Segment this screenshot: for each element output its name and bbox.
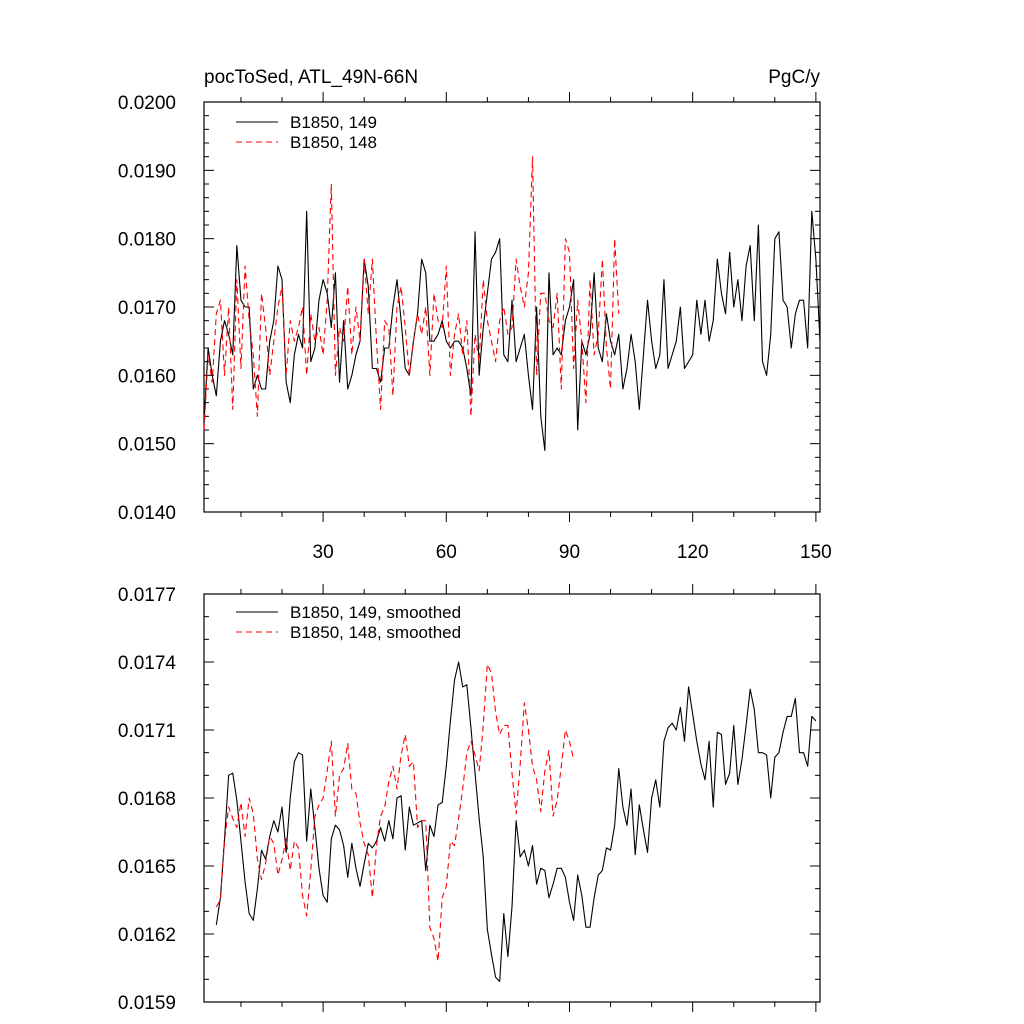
y-tick-label: 0.0177 xyxy=(118,585,176,606)
series-line-1 xyxy=(215,661,817,983)
series-line-1 xyxy=(203,210,821,452)
y-tick-label: 0.0160 xyxy=(118,366,176,387)
y-tick-label: 0.0170 xyxy=(118,298,176,319)
legend-label-2: B1850, 148, smoothed xyxy=(290,623,461,642)
plot-frame xyxy=(203,593,821,1003)
legend-label-1: B1850, 149 xyxy=(290,113,377,132)
y-tick-label: 0.0174 xyxy=(118,653,177,674)
y-tick-label: 0.0180 xyxy=(118,230,176,251)
x-tick-label: 90 xyxy=(559,542,580,563)
y-tick-label: 0.0171 xyxy=(118,721,176,742)
y-tick-label: 0.0165 xyxy=(118,857,176,878)
x-tick-label: 150 xyxy=(800,542,832,563)
top-panel: 30 60 90 120 150 0.0140 0.0150 0.0160 0.0170 0.01… xyxy=(118,92,832,563)
y-tick-label: 0.0200 xyxy=(118,93,176,114)
x-tick-label: 120 xyxy=(677,542,709,563)
x-tick-label: 30 xyxy=(313,542,334,563)
title-left: pocToSed, ATL_49N-66N xyxy=(204,67,418,88)
y-tick-label: 0.0190 xyxy=(118,161,176,182)
series-line-2 xyxy=(215,663,575,962)
y-tick-label: 0.0159 xyxy=(118,993,176,1014)
x-tick-label: 60 xyxy=(436,542,457,563)
series-line-2 xyxy=(203,156,620,431)
legend-label-1: B1850, 149, smoothed xyxy=(290,603,461,622)
y-tick-label: 0.0140 xyxy=(118,503,176,524)
y-tick-label: 0.0150 xyxy=(118,435,176,456)
legend-label-2: B1850, 148 xyxy=(290,133,377,152)
y-tick-label: 0.0168 xyxy=(118,789,176,810)
y-tick-label: 0.0162 xyxy=(118,925,176,946)
title-right: PgC/y xyxy=(768,67,820,88)
bottom-panel: 0.0159 0.0162 0.0165 0.0168 0.0171 0.0174 0.01… xyxy=(118,584,821,1014)
